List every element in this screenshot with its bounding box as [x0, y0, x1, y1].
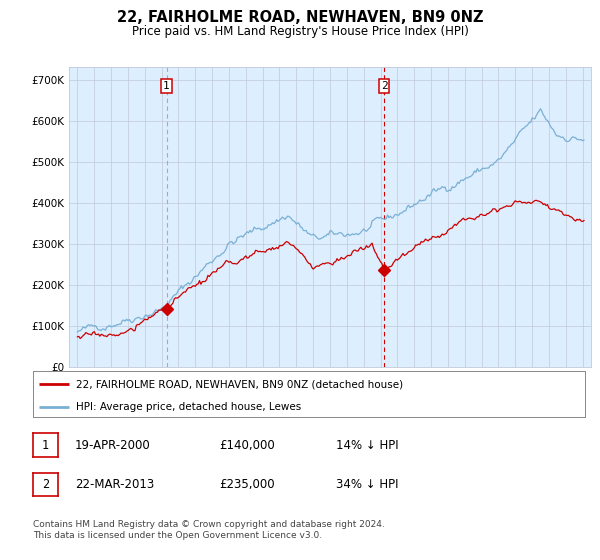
- Text: 19-APR-2000: 19-APR-2000: [75, 438, 151, 452]
- Text: 22-MAR-2013: 22-MAR-2013: [75, 478, 154, 491]
- Text: £235,000: £235,000: [219, 478, 275, 491]
- Text: £140,000: £140,000: [219, 438, 275, 452]
- Text: 1: 1: [163, 81, 170, 91]
- Text: 1: 1: [42, 438, 49, 452]
- Text: 14% ↓ HPI: 14% ↓ HPI: [336, 438, 398, 452]
- Text: 2: 2: [380, 81, 388, 91]
- Text: Contains HM Land Registry data © Crown copyright and database right 2024.
This d: Contains HM Land Registry data © Crown c…: [33, 520, 385, 540]
- Text: 34% ↓ HPI: 34% ↓ HPI: [336, 478, 398, 491]
- Text: 2: 2: [42, 478, 49, 491]
- Text: 22, FAIRHOLME ROAD, NEWHAVEN, BN9 0NZ (detached house): 22, FAIRHOLME ROAD, NEWHAVEN, BN9 0NZ (d…: [76, 379, 403, 389]
- Text: 22, FAIRHOLME ROAD, NEWHAVEN, BN9 0NZ: 22, FAIRHOLME ROAD, NEWHAVEN, BN9 0NZ: [117, 10, 483, 25]
- Text: Price paid vs. HM Land Registry's House Price Index (HPI): Price paid vs. HM Land Registry's House …: [131, 25, 469, 38]
- Text: HPI: Average price, detached house, Lewes: HPI: Average price, detached house, Lewe…: [76, 402, 301, 412]
